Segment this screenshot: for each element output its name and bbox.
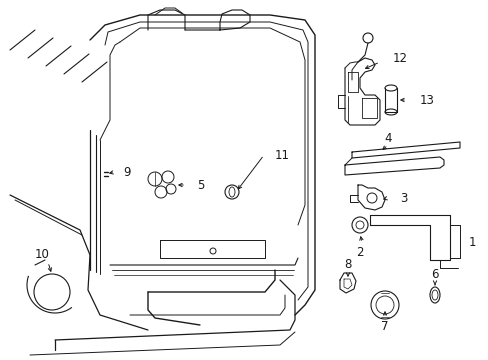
Text: 6: 6 (430, 269, 438, 282)
Text: 4: 4 (384, 131, 391, 144)
Text: 2: 2 (356, 246, 363, 258)
Text: 13: 13 (419, 94, 434, 107)
Text: 5: 5 (197, 179, 204, 192)
Text: 7: 7 (381, 320, 388, 333)
Text: 12: 12 (392, 51, 407, 64)
Text: 3: 3 (399, 192, 407, 204)
Text: 9: 9 (123, 166, 130, 179)
Text: 10: 10 (35, 248, 49, 261)
Text: 11: 11 (274, 149, 289, 162)
Text: 8: 8 (344, 258, 351, 271)
Text: 1: 1 (468, 235, 475, 248)
